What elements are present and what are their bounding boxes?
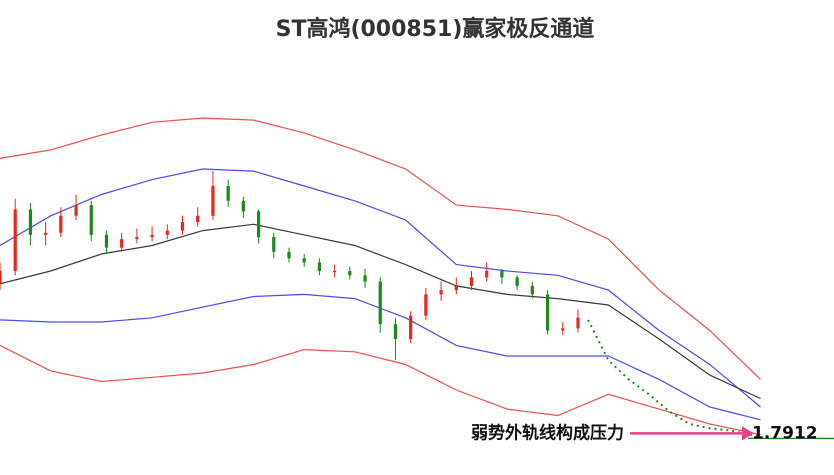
candle-body (150, 234, 154, 237)
candle-body (317, 262, 322, 271)
candle-body (135, 237, 139, 240)
annotation-value: 1.7912 (752, 423, 818, 443)
candle-body (44, 232, 48, 235)
candle-body (272, 237, 276, 252)
candle-body (424, 294, 428, 316)
candle-body (348, 271, 352, 276)
channel-line (0, 117, 761, 380)
candle-body (469, 277, 474, 286)
candle-body (120, 239, 124, 248)
candle-body (165, 230, 169, 235)
candle-body (28, 209, 33, 235)
candle-body (378, 281, 382, 325)
candle-body (485, 271, 489, 278)
candle-body (439, 290, 443, 295)
candle-body (241, 200, 245, 212)
annotation-text: 弱势外轨线构成压力 (471, 422, 624, 443)
candle-body (0, 271, 2, 284)
channel-line (0, 344, 761, 436)
candle-body (196, 215, 200, 223)
candle-body (393, 324, 398, 339)
candle-body (515, 277, 519, 286)
candle-body (59, 215, 63, 233)
candle-body (74, 205, 78, 216)
candle-body (180, 222, 185, 231)
candle-body (545, 294, 550, 331)
candle-body (302, 258, 306, 263)
candle-body (363, 275, 367, 282)
candle-body (530, 285, 534, 295)
projection-line (587, 319, 761, 438)
candle-body (576, 317, 580, 329)
candle-body (500, 271, 504, 278)
candle-body (454, 285, 458, 291)
candle-body (13, 209, 17, 271)
arrow-head (742, 426, 754, 441)
candle-body (561, 328, 565, 331)
chart-title: ST高鸿(000851)赢家极反通道 (276, 16, 595, 42)
candle-body (89, 205, 93, 235)
candle-body (211, 186, 215, 216)
candle-body (226, 186, 230, 201)
candle-body (104, 234, 109, 248)
candle-body (409, 315, 413, 339)
channel-line (0, 168, 761, 408)
candle-body (256, 211, 261, 237)
channel-line (0, 223, 761, 400)
candle-body (333, 271, 337, 272)
candle-body (287, 251, 291, 259)
